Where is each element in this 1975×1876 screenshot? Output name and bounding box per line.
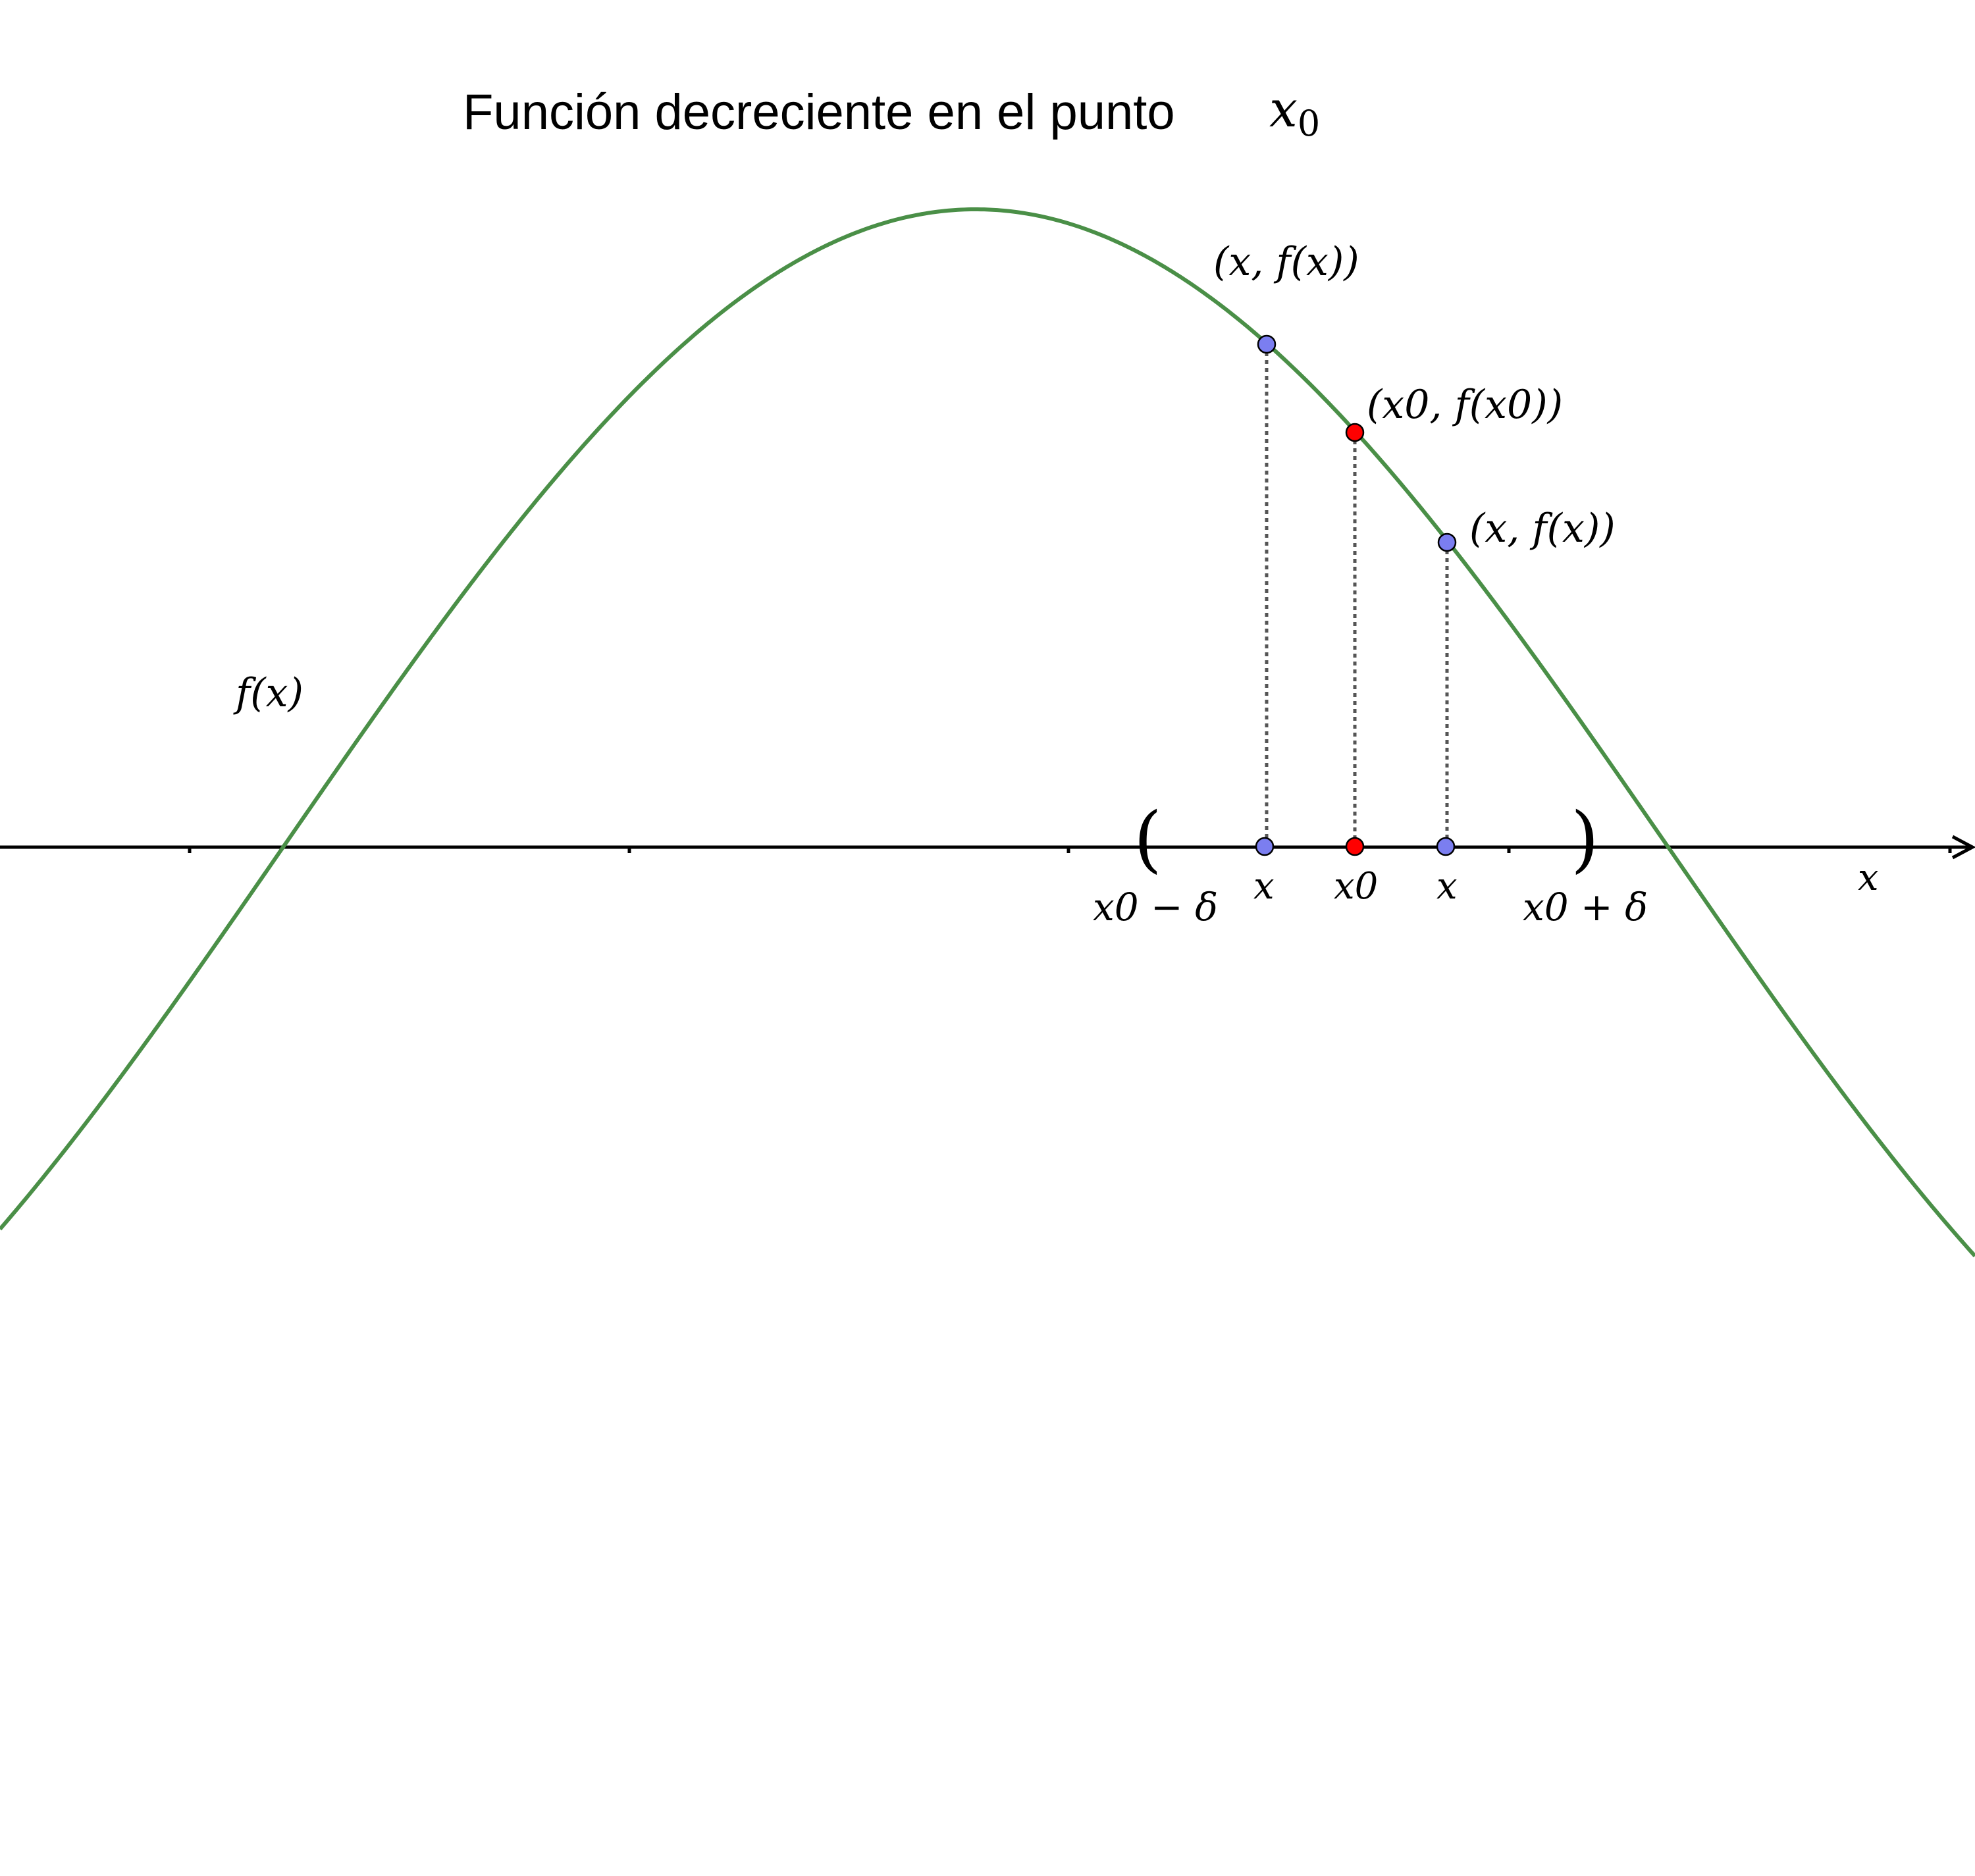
interval-left-label: x0 − δ: [1093, 885, 1218, 929]
interval-right-label: x0 + δ: [1523, 885, 1648, 929]
axis-point-left-label: x: [1253, 865, 1275, 908]
curve-point-left: [1257, 334, 1277, 354]
curve-label: f(x): [233, 670, 303, 716]
axis-point-right: [1436, 837, 1456, 856]
axis-point-center-label: x0: [1334, 865, 1378, 908]
axis-point-center: [1345, 837, 1365, 856]
x-axis-label: x: [1858, 856, 1879, 899]
function-curve: [0, 207, 1975, 1258]
axis-point-left: [1255, 837, 1275, 856]
curve-point-center-label: (x0, f(x0)): [1367, 382, 1563, 428]
diagram-title: Función decreciente en el punto: [463, 84, 1175, 140]
interval-left-bracket: (: [1134, 796, 1162, 881]
x-axis-arrowhead: [1951, 835, 1975, 860]
title-math-subscript: 0: [1298, 103, 1320, 144]
interval-right-bracket: ): [1571, 796, 1599, 881]
axis-point-right-label: x: [1436, 865, 1458, 908]
title-math-symbol: x0: [1269, 80, 1320, 144]
curve-point-left-label: (x, f(x)): [1213, 239, 1359, 285]
curve-point-right: [1437, 533, 1457, 552]
curve-point-right-label: (x, f(x)): [1469, 506, 1616, 552]
curve-point-center: [1345, 423, 1365, 442]
